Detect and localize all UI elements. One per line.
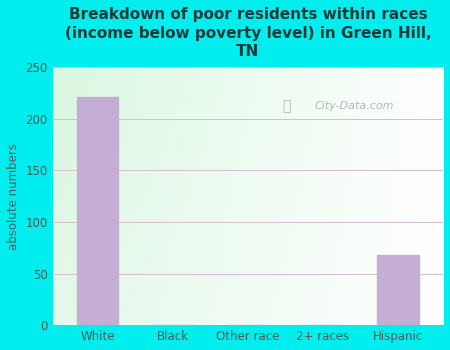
Text: ⦿: ⦿	[283, 99, 291, 113]
Bar	[77, 97, 118, 325]
Y-axis label: absolute numbers: absolute numbers	[7, 143, 20, 250]
Text: City-Data.com: City-Data.com	[314, 101, 394, 111]
Title: Breakdown of poor residents within races
(income below poverty level) in Green H: Breakdown of poor residents within races…	[64, 7, 431, 59]
Bar	[378, 255, 419, 325]
